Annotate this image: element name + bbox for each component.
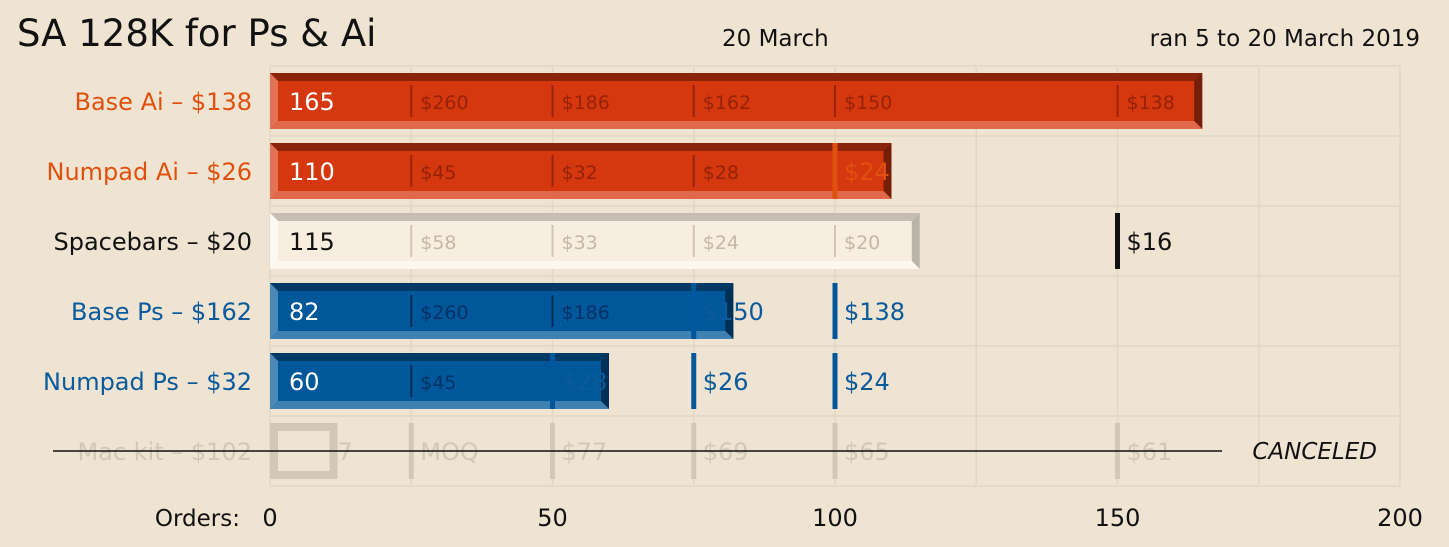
chart-title: SA 128K for Ps & Ai xyxy=(17,12,377,55)
bar-value-label: 82 xyxy=(289,298,320,326)
bar-bevel-left xyxy=(270,213,278,269)
tier-price-label: $150 xyxy=(844,92,892,114)
tier-price-label: $24 xyxy=(703,232,739,254)
tier-marker-label: $28 xyxy=(562,368,608,396)
bar-bevel-left xyxy=(270,143,278,199)
tier-marker-label: $77 xyxy=(562,438,608,466)
x-tick-label: 0 xyxy=(262,504,277,532)
bar-value-label: 115 xyxy=(289,228,335,256)
bar xyxy=(270,143,892,199)
bar xyxy=(270,213,920,269)
row-label: Mac kit – $102 xyxy=(77,438,252,466)
x-tick-label: 200 xyxy=(1377,504,1423,532)
x-tick-label: 150 xyxy=(1095,504,1141,532)
tier-marker-label: $24 xyxy=(844,368,890,396)
bar-bevel-bottom xyxy=(270,191,892,199)
tier-price-label: $28 xyxy=(703,162,739,184)
tier-marker-label: $150 xyxy=(703,298,764,326)
x-axis-label: Orders: xyxy=(155,506,240,532)
tier-marker xyxy=(832,283,838,339)
tier-marker-label: $26 xyxy=(703,368,749,396)
tier-marker-label: $69 xyxy=(703,438,749,466)
tier-marker-label: $61 xyxy=(1127,438,1173,466)
bar xyxy=(270,73,1203,129)
bar-bevel-right xyxy=(1194,73,1203,129)
tier-price-label: $45 xyxy=(420,372,456,394)
chart-date: 20 March xyxy=(722,26,829,52)
bar-bevel-right xyxy=(911,213,920,269)
bar-bevel-bottom xyxy=(270,331,734,339)
tier-marker-label: $24 xyxy=(844,158,890,186)
bar-bevel-top xyxy=(270,143,892,151)
bar-bevel-bottom xyxy=(270,401,609,409)
tier-price-label: $138 xyxy=(1127,92,1175,114)
bar-bevel-right xyxy=(883,143,892,199)
bar-bevel-right xyxy=(725,283,734,339)
tier-price-label: $260 xyxy=(420,92,468,114)
bar-bevel-left xyxy=(270,73,278,129)
x-tick-label: 100 xyxy=(812,504,858,532)
bar-value-label: 60 xyxy=(289,368,320,396)
bar-bevel-right xyxy=(601,353,609,409)
tier-marker xyxy=(691,353,697,409)
bar-bevel-top xyxy=(270,283,734,291)
bar-bevel-bottom xyxy=(270,121,1203,129)
tier-price-label: $260 xyxy=(420,302,468,324)
tier-marker xyxy=(832,143,838,199)
bar-bevel-left xyxy=(270,353,278,409)
tier-marker-label: $65 xyxy=(844,438,890,466)
tier-marker-label: MOQ xyxy=(420,438,479,466)
bar xyxy=(270,283,734,339)
tier-price-label: $186 xyxy=(562,92,610,114)
tier-marker-label: $138 xyxy=(844,298,905,326)
tier-price-label: $58 xyxy=(420,232,456,254)
tier-price-label: $186 xyxy=(562,302,610,324)
bar-bevel-left xyxy=(270,283,278,339)
bar-value-label: 110 xyxy=(289,158,335,186)
run-period: ran 5 to 20 March 2019 xyxy=(1149,26,1420,52)
tier-marker xyxy=(832,353,838,409)
x-tick-label: 50 xyxy=(537,504,568,532)
bar-bevel-bottom xyxy=(270,261,920,269)
bar-value-label: 165 xyxy=(289,88,335,116)
row-label: Base Ps – $162 xyxy=(71,298,252,326)
bar-bevel-top xyxy=(270,353,609,361)
tier-marker-label: $16 xyxy=(1127,228,1173,256)
tier-price-label: $33 xyxy=(562,232,598,254)
tier-marker xyxy=(550,353,555,409)
canceled-label: CANCELED xyxy=(1252,439,1377,465)
tier-marker xyxy=(691,283,697,339)
tier-price-label: $32 xyxy=(562,162,598,184)
row-label: Numpad Ai – $26 xyxy=(47,158,253,186)
tier-marker xyxy=(1115,213,1120,269)
row-label: Spacebars – $20 xyxy=(53,228,252,256)
bar-bevel-top xyxy=(270,213,920,221)
bar-bevel-top xyxy=(270,73,1203,81)
row-label: Base Ai – $138 xyxy=(75,88,253,116)
bar-value-label: 7 xyxy=(338,438,353,466)
tier-price-label: $20 xyxy=(844,232,880,254)
tier-price-label: $45 xyxy=(420,162,456,184)
row-label: Numpad Ps – $32 xyxy=(43,368,252,396)
tier-price-label: $162 xyxy=(703,92,751,114)
